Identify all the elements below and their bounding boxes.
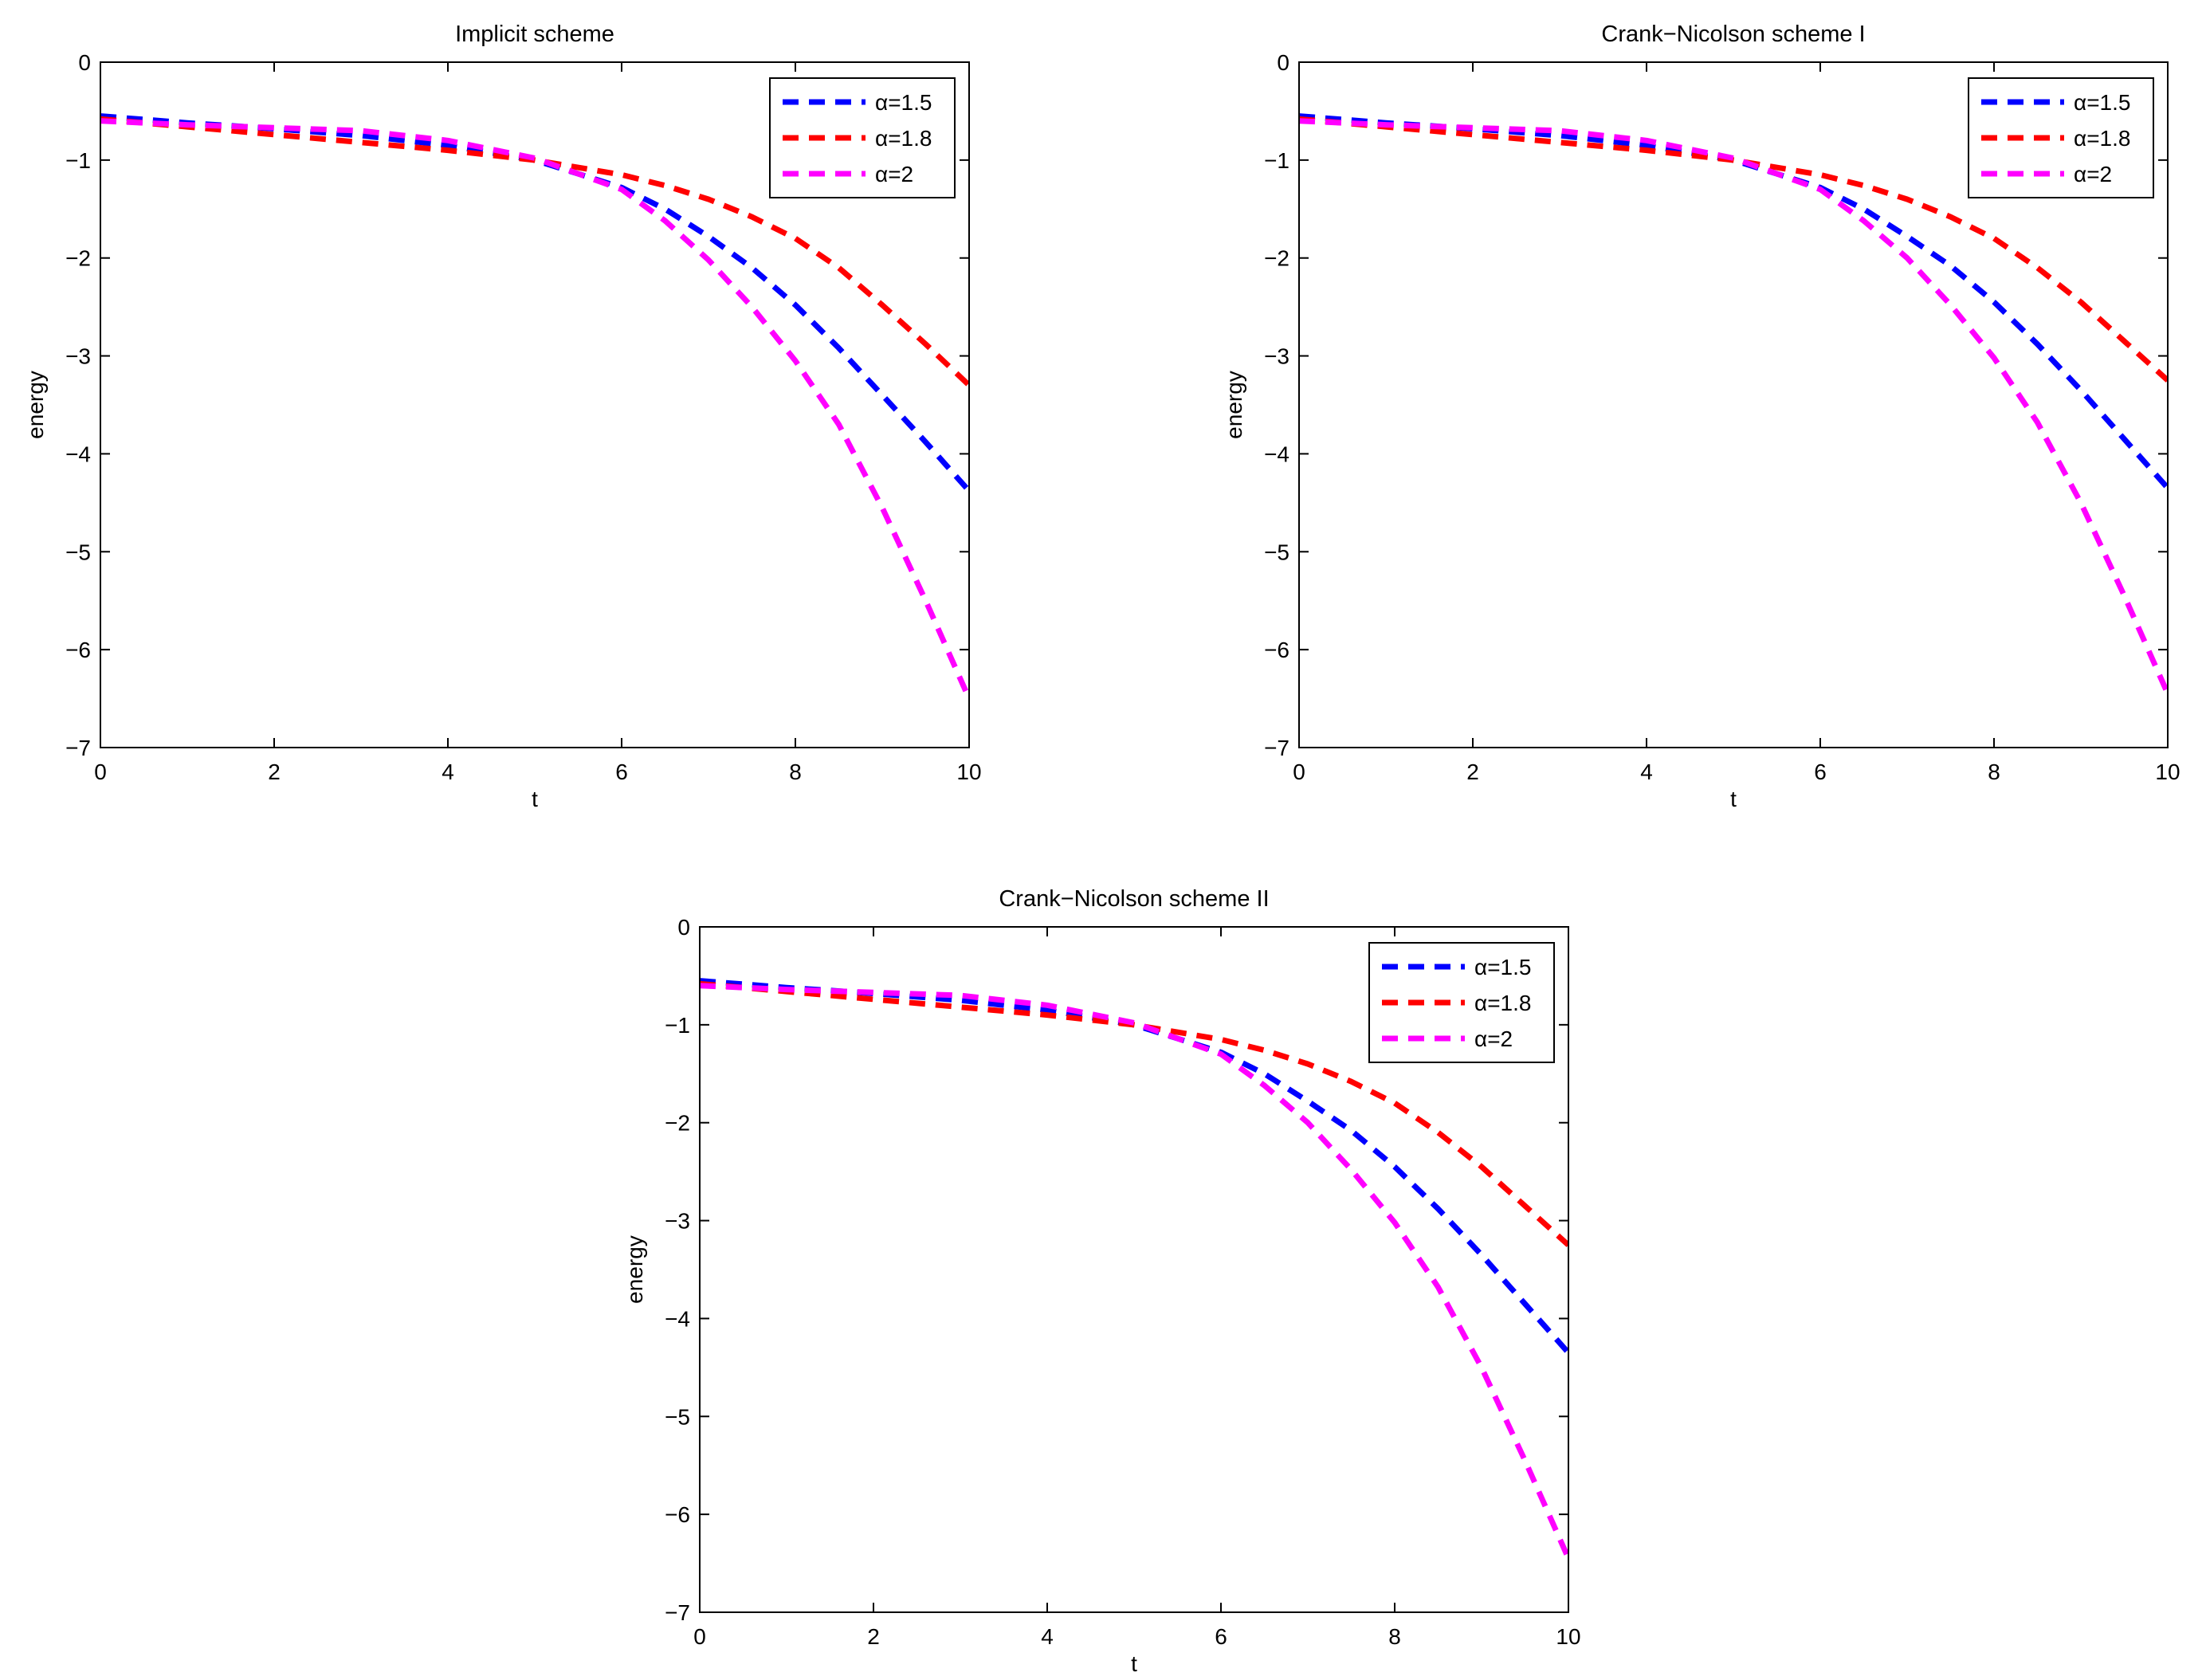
x-tick-label: 6 xyxy=(1814,760,1827,784)
x-tick-label: 4 xyxy=(1640,760,1653,784)
x-tick-label: 2 xyxy=(867,1624,880,1649)
axes-box xyxy=(1298,61,2169,748)
legend-label: α=1.5 xyxy=(1474,955,1531,979)
x-tick-label: 0 xyxy=(693,1624,706,1649)
axes-box xyxy=(100,61,970,748)
y-tick-label: 0 xyxy=(78,50,91,75)
legend-label: α=2 xyxy=(1474,1026,1513,1051)
y-tick-label: −6 xyxy=(665,1502,690,1527)
series-line-3 xyxy=(1299,118,2168,695)
y-tick-label: −4 xyxy=(65,442,91,466)
legend-label: α=1.5 xyxy=(875,90,932,115)
series-line-2 xyxy=(100,116,969,387)
legend: α=1.5 α=1.8 α=2 xyxy=(769,77,956,198)
x-axis-label: t xyxy=(1131,1651,1137,1676)
series-line-1 xyxy=(100,113,969,493)
y-tick-label: −6 xyxy=(1264,638,1289,662)
chart-title: Crank−Nicolson scheme II xyxy=(999,886,1269,912)
y-tick-label: −7 xyxy=(665,1600,690,1625)
axes-box xyxy=(699,926,1569,1613)
chart-title: Implicit scheme xyxy=(455,22,614,47)
y-tick-label: −5 xyxy=(665,1404,690,1429)
y-tick-label: −5 xyxy=(1264,540,1289,564)
legend: α=1.5 α=1.8 α=2 xyxy=(1368,942,1555,1063)
x-tick-label: 10 xyxy=(956,760,981,784)
x-axis-label: t xyxy=(1730,787,1737,811)
legend-label: α=1.8 xyxy=(875,126,932,151)
x-tick-label: 10 xyxy=(1556,1624,1580,1649)
series-line-2 xyxy=(700,980,1568,1247)
x-tick-label: 2 xyxy=(268,760,281,784)
y-axis-label: energy xyxy=(23,371,48,439)
y-tick-label: −7 xyxy=(1264,736,1289,760)
y-tick-label: −3 xyxy=(1264,344,1289,369)
series-line-2 xyxy=(1299,116,2168,383)
x-tick-label: 6 xyxy=(1215,1624,1227,1649)
x-tick-label: 4 xyxy=(1041,1624,1054,1649)
y-tick-label: −4 xyxy=(1264,442,1289,466)
y-tick-label: −3 xyxy=(65,344,91,369)
x-tick-label: 0 xyxy=(94,760,107,784)
x-tick-label: 6 xyxy=(615,760,628,784)
y-tick-label: −1 xyxy=(1264,148,1289,173)
legend-label: α=1.8 xyxy=(1474,991,1531,1015)
chart-3: 0 2 4 6 8 10 0 −1 −2 −3 −4 −5 −6 −7 Crank−Nicolson sch… xyxy=(622,886,1581,1676)
y-tick-label: −2 xyxy=(65,246,91,271)
chart-title: Crank−Nicolson scheme I xyxy=(1601,22,1865,47)
y-tick-label: −4 xyxy=(665,1306,690,1331)
x-tick-label: 0 xyxy=(1293,760,1305,784)
x-tick-label: 8 xyxy=(1988,760,2000,784)
legend-label: α=1.8 xyxy=(2074,126,2130,151)
legend-label: α=1.5 xyxy=(2074,90,2130,115)
x-tick-label: 2 xyxy=(1466,760,1479,784)
x-tick-label: 4 xyxy=(442,760,454,784)
y-tick-label: 0 xyxy=(1277,50,1289,75)
legend: α=1.5 α=1.8 α=2 xyxy=(1968,77,2154,198)
y-tick-label: −1 xyxy=(65,148,91,173)
x-tick-label: 8 xyxy=(1388,1624,1401,1649)
y-tick-label: −5 xyxy=(65,540,91,564)
y-tick-label: −1 xyxy=(665,1013,690,1038)
y-tick-label: −7 xyxy=(65,736,91,760)
y-tick-label: −2 xyxy=(1264,246,1289,271)
y-tick-label: 0 xyxy=(677,915,690,940)
y-tick-label: −3 xyxy=(665,1209,690,1234)
legend-label: α=2 xyxy=(875,162,913,186)
x-tick-label: 8 xyxy=(789,760,802,784)
y-axis-label: energy xyxy=(622,1235,647,1304)
x-axis-label: t xyxy=(532,787,538,811)
x-tick-label: 10 xyxy=(2155,760,2180,784)
y-tick-label: −6 xyxy=(65,638,91,662)
y-tick-label: −2 xyxy=(665,1111,690,1136)
legend-label: α=2 xyxy=(2074,162,2112,186)
series-line-3 xyxy=(100,118,969,701)
y-axis-label: energy xyxy=(1222,371,1246,439)
series-line-3 xyxy=(700,983,1568,1560)
chart-1: 0 2 4 6 8 10 0 −1 −2 −3 −4 −5 −6 −7 Implicit scheme t en… xyxy=(23,22,982,811)
chart-2: 0 2 4 6 8 10 0 −1 −2 −3 −4 −5 −6 −7 Crank−Nicolson sch… xyxy=(1222,22,2180,811)
